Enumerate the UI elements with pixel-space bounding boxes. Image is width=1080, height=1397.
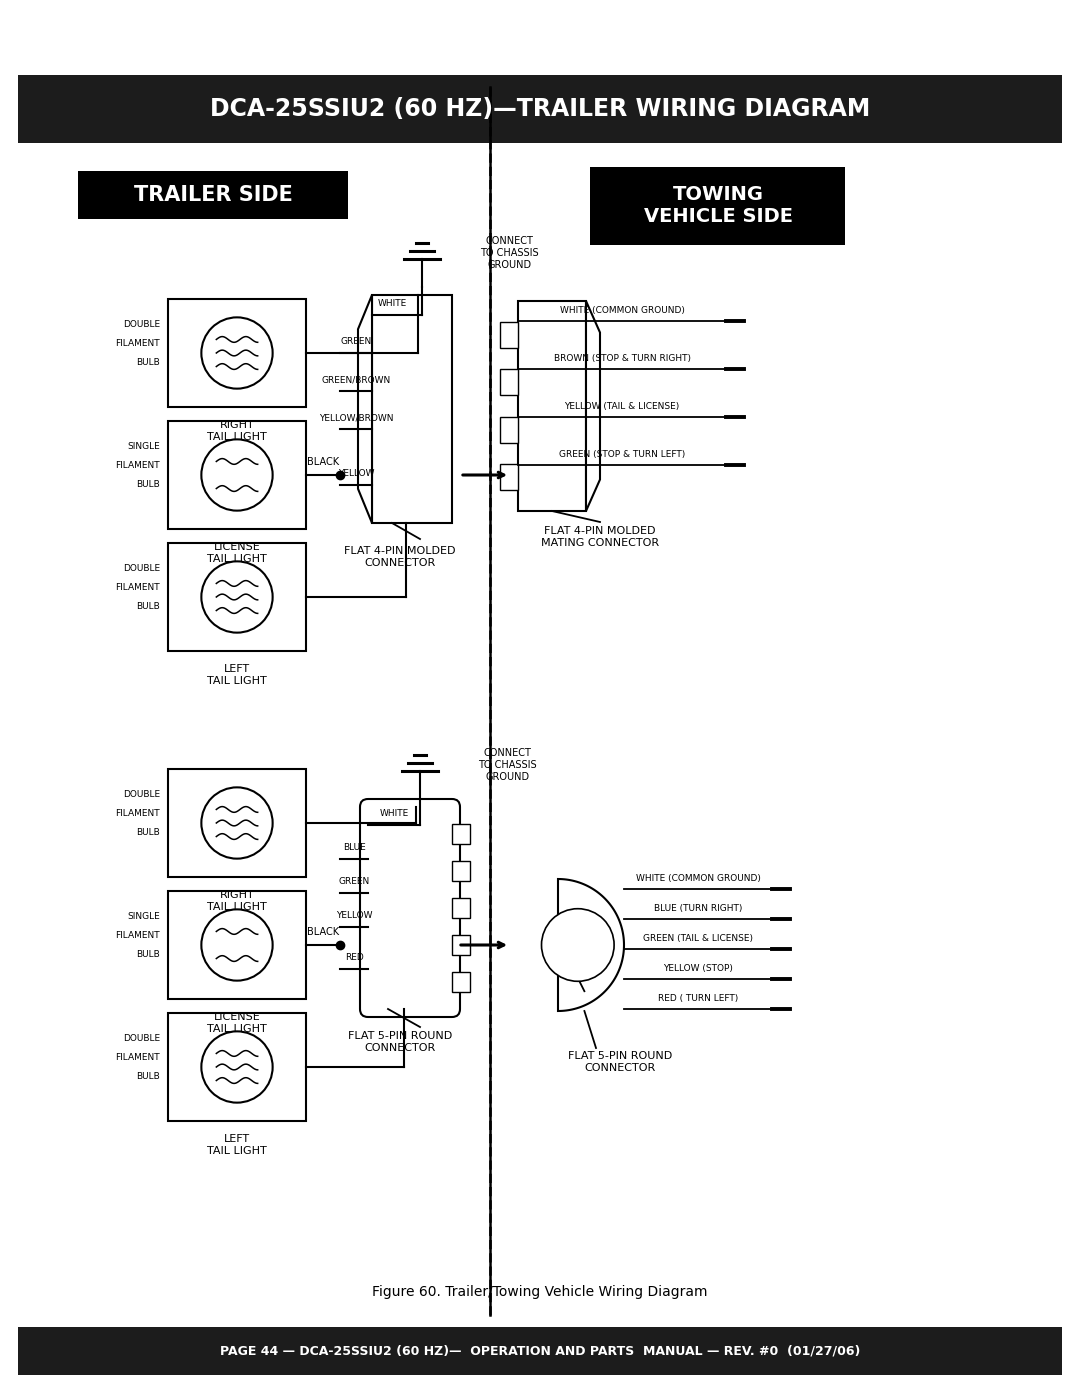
Text: RED ( TURN LEFT): RED ( TURN LEFT) [658,993,738,1003]
Bar [500,323,518,348]
Bar [168,891,306,999]
Text: DOUBLE: DOUBLE [123,791,160,799]
Text: FILAMENT: FILAMENT [116,584,160,592]
Text: FLAT 4-PIN MOLDED
CONNECTOR: FLAT 4-PIN MOLDED CONNECTOR [345,546,456,567]
Text: PAGE 44 — DCA-25SSIU2 (60 HZ)—  OPERATION AND PARTS  MANUAL — REV. #0  (01/27/06: PAGE 44 — DCA-25SSIU2 (60 HZ)— OPERATION… [220,1344,860,1358]
Text: BLUE (TURN RIGHT): BLUE (TURN RIGHT) [653,904,742,912]
Circle shape [201,562,272,633]
Text: GREEN (STOP & TURN LEFT): GREEN (STOP & TURN LEFT) [558,450,685,458]
Bar [453,861,470,882]
Text: BULB: BULB [136,359,160,367]
Text: YELLOW (STOP): YELLOW (STOP) [663,964,733,972]
Polygon shape [558,879,624,1011]
Text: SINGLE: SINGLE [127,912,160,922]
Text: YELLOW/BROWN: YELLOW/BROWN [319,414,393,422]
Bar [590,168,845,244]
Polygon shape [586,300,600,511]
Text: DCA-25SSIU2 (60 HZ)—TRAILER WIRING DIAGRAM: DCA-25SSIU2 (60 HZ)—TRAILER WIRING DIAGR… [210,96,870,122]
Text: FLAT 4-PIN MOLDED
MATING CONNECTOR: FLAT 4-PIN MOLDED MATING CONNECTOR [541,527,659,548]
Bar [500,416,518,443]
Bar [453,972,470,992]
Text: WHITE (COMMON GROUND): WHITE (COMMON GROUND) [635,873,760,883]
Text: LICENSE
TAIL LIGHT: LICENSE TAIL LIGHT [207,1013,267,1034]
Bar [372,295,453,522]
Bar [168,1013,306,1120]
Text: YELLOW: YELLOW [338,469,375,479]
Text: RIGHT
TAIL LIGHT: RIGHT TAIL LIGHT [207,420,267,441]
Circle shape [201,440,272,511]
Text: WHITE (COMMON GROUND): WHITE (COMMON GROUND) [559,306,685,314]
Bar [500,464,518,490]
Bar [168,543,306,651]
Text: LEFT
TAIL LIGHT: LEFT TAIL LIGHT [207,664,267,686]
Text: TRAILER SIDE: TRAILER SIDE [134,184,293,205]
Text: BULB: BULB [136,481,160,489]
Text: CONNECT
TO CHASSIS
GROUND: CONNECT TO CHASSIS GROUND [478,749,537,781]
Bar [168,299,306,407]
Text: DOUBLE: DOUBLE [123,1034,160,1044]
Text: BULB: BULB [136,828,160,837]
Bar [168,768,306,877]
Text: LEFT
TAIL LIGHT: LEFT TAIL LIGHT [207,1134,267,1155]
Text: GREEN: GREEN [340,338,372,346]
Bar [18,75,1062,142]
Text: BLUE: BLUE [342,844,365,852]
Text: CONNECT
TO CHASSIS
GROUND: CONNECT TO CHASSIS GROUND [480,236,539,270]
Text: BULB: BULB [136,950,160,960]
Bar [518,300,586,511]
Circle shape [201,1031,272,1102]
Text: RIGHT
TAIL LIGHT: RIGHT TAIL LIGHT [207,890,267,912]
Bar [453,898,470,918]
Text: DOUBLE: DOUBLE [123,564,160,573]
Text: TOWING
VEHICLE SIDE: TOWING VEHICLE SIDE [644,186,793,226]
Text: BULB: BULB [136,1073,160,1081]
Polygon shape [357,295,372,522]
Text: FILAMENT: FILAMENT [116,461,160,471]
Text: Figure 60. Trailer/Towing Vehicle Wiring Diagram: Figure 60. Trailer/Towing Vehicle Wiring… [373,1285,707,1299]
Text: GREEN: GREEN [338,877,369,887]
Circle shape [201,317,272,388]
Bar [168,420,306,529]
Text: WHITE: WHITE [377,299,407,309]
Text: DOUBLE: DOUBLE [123,320,160,330]
Text: GREEN (TAIL & LICENSE): GREEN (TAIL & LICENSE) [643,933,753,943]
Text: FLAT 5-PIN ROUND
CONNECTOR: FLAT 5-PIN ROUND CONNECTOR [568,1051,672,1073]
Text: YELLOW (TAIL & LICENSE): YELLOW (TAIL & LICENSE) [565,401,679,411]
Text: YELLOW: YELLOW [336,911,373,921]
Text: SINGLE: SINGLE [127,443,160,451]
Text: FILAMENT: FILAMENT [116,1053,160,1063]
Text: WHITE: WHITE [379,809,408,819]
Text: BLACK: BLACK [307,928,339,937]
Circle shape [201,909,272,981]
Bar [500,369,518,395]
Text: BLACK: BLACK [307,457,339,467]
Circle shape [201,788,272,859]
Text: FLAT 5-PIN ROUND
CONNECTOR: FLAT 5-PIN ROUND CONNECTOR [348,1031,453,1053]
Text: BULB: BULB [136,602,160,612]
Bar [78,170,348,219]
Text: FILAMENT: FILAMENT [116,932,160,940]
Text: BROWN (STOP & TURN RIGHT): BROWN (STOP & TURN RIGHT) [554,353,690,362]
Circle shape [541,908,615,981]
Bar [453,935,470,956]
FancyBboxPatch shape [360,799,460,1017]
Text: FILAMENT: FILAMENT [116,809,160,819]
Text: LICENSE
TAIL LIGHT: LICENSE TAIL LIGHT [207,542,267,564]
Bar [453,824,470,844]
Bar [18,1327,1062,1375]
Text: GREEN/BROWN: GREEN/BROWN [322,376,391,384]
Text: FILAMENT: FILAMENT [116,339,160,348]
Text: RED: RED [345,954,363,963]
